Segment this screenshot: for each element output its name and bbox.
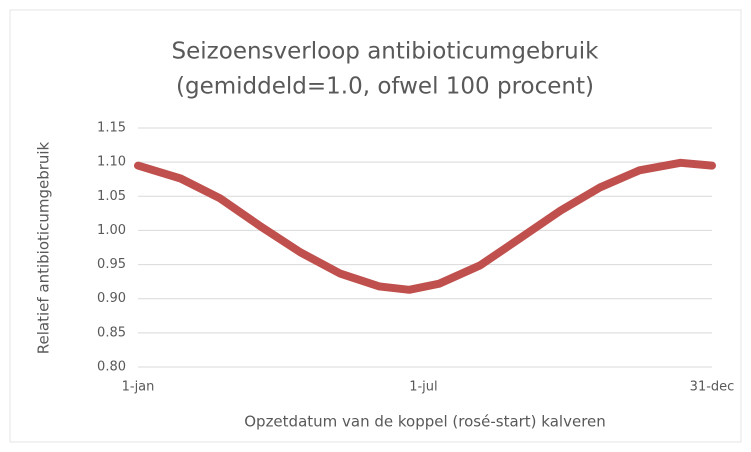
chart-title: (gemiddeld=1.0, ofwel 100 procent): [176, 74, 594, 100]
y-tick-label: 0.80: [97, 360, 126, 375]
data-line: [134, 158, 716, 294]
y-tick-label: 0.95: [97, 257, 126, 272]
x-tick-label: 31-dec: [690, 380, 735, 395]
y-tick-label: 1.00: [97, 223, 126, 238]
y-tick-label: 0.90: [97, 291, 126, 306]
x-tick-label: 1-jan: [122, 380, 155, 395]
y-tick-label: 1.05: [97, 189, 126, 204]
x-tick-label: 1-jul: [409, 380, 437, 395]
y-tick-label: 1.10: [97, 155, 126, 170]
y-tick-label: 1.15: [97, 121, 126, 136]
y-axis-label: Relatief antibioticumgebruik: [35, 141, 53, 354]
x-axis-label: Opzetdatum van de koppel (rosé-start) ka…: [244, 413, 606, 431]
chart-title: Seizoensverloop antibioticumgebruik: [172, 39, 600, 65]
chart-frame: [9, 9, 742, 443]
y-tick-label: 0.85: [97, 325, 126, 340]
